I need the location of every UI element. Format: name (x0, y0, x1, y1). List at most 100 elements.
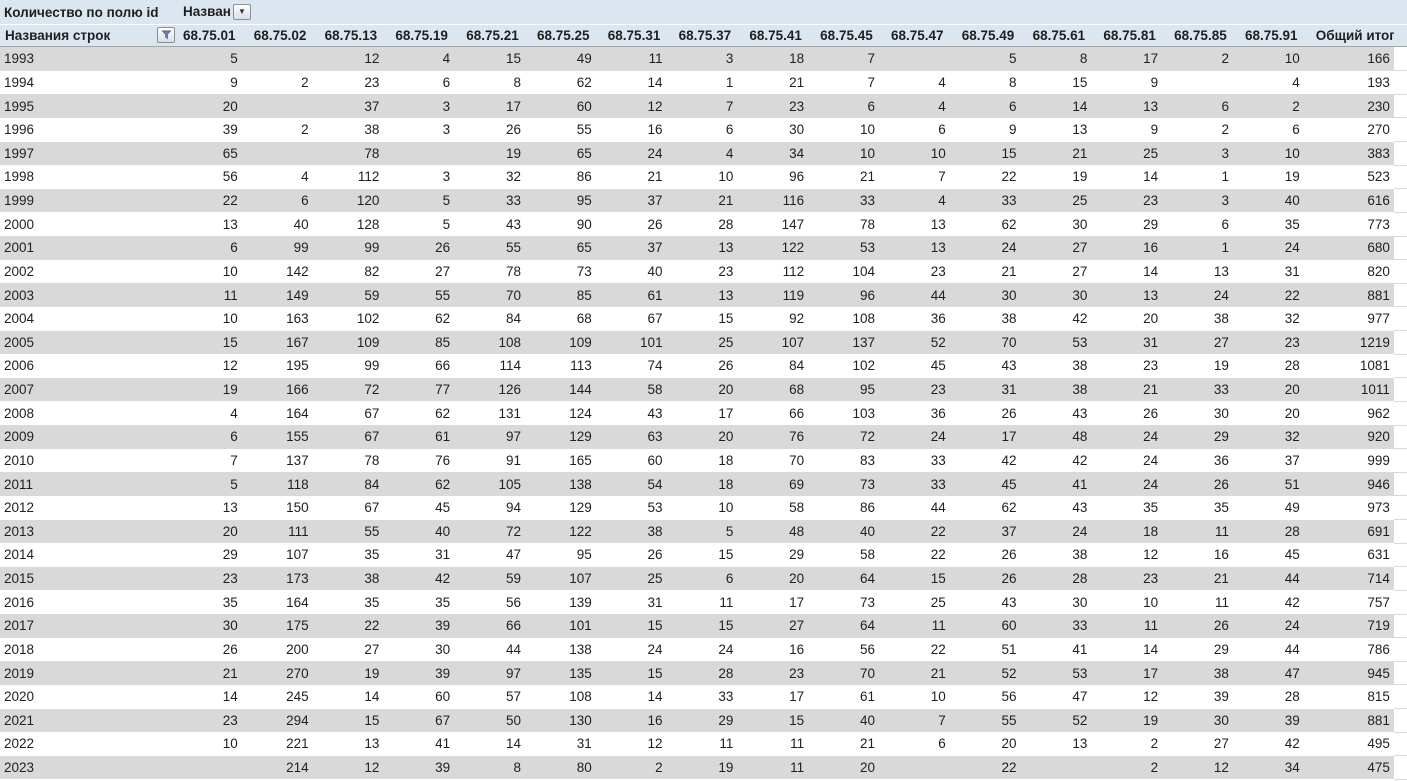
data-cell[interactable]: 57 (461, 684, 532, 709)
row-total-cell[interactable]: 1081 (1310, 354, 1394, 378)
data-cell[interactable]: 59 (461, 566, 532, 591)
data-cell[interactable]: 12 (744, 779, 816, 781)
data-cell[interactable]: 6 (673, 566, 745, 591)
column-header[interactable]: 68.75.47 (885, 24, 957, 47)
data-cell[interactable]: 67 (602, 306, 674, 331)
column-header[interactable]: 68.75.49 (956, 24, 1028, 47)
data-cell[interactable]: 17 (673, 401, 745, 425)
data-cell[interactable]: 107 (248, 543, 320, 567)
data-cell[interactable]: 11 (1169, 519, 1240, 544)
data-cell[interactable]: 23 (1098, 354, 1170, 378)
data-cell[interactable]: 3 (673, 46, 745, 71)
data-cell[interactable]: 130 (531, 708, 603, 733)
data-cell[interactable]: 6 (885, 732, 957, 756)
data-cell[interactable]: 66 (744, 401, 816, 425)
row-label[interactable]: 2021 (0, 708, 178, 733)
data-cell[interactable]: 31 (531, 732, 603, 756)
data-cell[interactable]: 44 (885, 495, 957, 520)
data-cell[interactable]: 7 (815, 70, 886, 95)
data-cell[interactable]: 10 (815, 117, 886, 142)
data-cell[interactable]: 35 (1169, 495, 1240, 520)
data-cell[interactable]: 72 (815, 425, 886, 449)
data-cell[interactable]: 43 (1027, 401, 1099, 425)
data-cell[interactable]: 6 (1239, 117, 1311, 142)
data-cell[interactable]: 44 (1239, 566, 1311, 591)
data-cell[interactable]: 10 (1098, 590, 1170, 614)
data-cell[interactable]: 118 (248, 472, 320, 496)
data-cell[interactable]: 26 (1169, 614, 1240, 638)
data-cell[interactable]: 3 (390, 94, 462, 118)
row-label[interactable]: 2002 (0, 259, 178, 284)
data-cell[interactable]: 26 (390, 236, 462, 260)
data-cell[interactable]: 164 (248, 401, 320, 425)
data-cell[interactable]: 23 (885, 259, 957, 284)
data-cell[interactable]: 147 (744, 212, 816, 236)
data-cell[interactable]: 31 (390, 543, 462, 567)
data-cell[interactable]: 166 (248, 377, 320, 402)
row-total-cell[interactable]: 495 (1310, 732, 1394, 756)
data-cell[interactable]: 80 (531, 755, 603, 780)
data-cell[interactable]: 20 (1239, 377, 1311, 402)
data-cell[interactable]: 13 (319, 732, 391, 756)
data-cell[interactable]: 2 (461, 779, 532, 781)
data-cell[interactable]: 2 (248, 70, 320, 95)
data-cell[interactable]: 58 (602, 377, 674, 402)
data-cell[interactable]: 17 (461, 94, 532, 118)
data-cell[interactable]: 21 (1027, 141, 1099, 166)
data-cell[interactable]: 59 (319, 283, 391, 307)
data-cell[interactable]: 50 (461, 708, 532, 733)
data-cell[interactable]: 16 (1169, 543, 1240, 567)
data-cell[interactable]: 6 (815, 94, 886, 118)
data-cell[interactable]: 43 (1027, 495, 1099, 520)
column-header[interactable]: 68.75.85 (1169, 24, 1240, 47)
data-cell[interactable]: 124 (531, 401, 603, 425)
data-cell[interactable]: 44 (1239, 637, 1311, 662)
data-cell[interactable]: 101 (531, 614, 603, 638)
data-cell[interactable]: 15 (1027, 70, 1099, 95)
data-cell[interactable]: 34 (1239, 755, 1311, 780)
data-cell[interactable]: 40 (815, 708, 886, 733)
data-cell[interactable]: 22 (1239, 283, 1311, 307)
data-cell[interactable]: 294 (248, 708, 320, 733)
data-cell[interactable]: 30 (178, 614, 249, 638)
column-header[interactable]: 68.75.45 (815, 24, 886, 47)
data-cell[interactable]: 11 (1169, 590, 1240, 614)
data-cell[interactable]: 10 (178, 259, 249, 284)
data-cell[interactable]: 10 (178, 732, 249, 756)
row-total-cell[interactable]: 820 (1310, 259, 1394, 284)
data-cell[interactable]: 29 (1098, 212, 1170, 236)
row-total-cell[interactable]: 714 (1310, 566, 1394, 591)
row-label[interactable]: 2010 (0, 448, 178, 473)
data-cell[interactable]: 10 (885, 141, 957, 166)
row-label[interactable]: 2016 (0, 590, 178, 614)
row-total-cell[interactable]: 680 (1310, 236, 1394, 260)
data-cell[interactable]: 37 (956, 519, 1028, 544)
data-cell[interactable]: 7 (178, 448, 249, 473)
data-cell[interactable]: 20 (815, 755, 886, 780)
column-header[interactable]: 68.75.02 (248, 24, 320, 47)
data-cell[interactable]: 99 (248, 236, 320, 260)
data-cell[interactable]: 13 (673, 283, 745, 307)
data-cell[interactable]: 21 (956, 259, 1028, 284)
data-cell[interactable]: 120 (319, 188, 391, 213)
data-cell[interactable]: 31 (1098, 330, 1170, 355)
data-cell[interactable]: 43 (602, 401, 674, 425)
data-cell[interactable]: 51 (956, 637, 1028, 662)
data-cell[interactable]: 85 (390, 330, 462, 355)
data-cell[interactable]: 138 (531, 637, 603, 662)
data-cell[interactable]: 55 (531, 117, 603, 142)
row-label[interactable]: 2009 (0, 425, 178, 449)
data-cell[interactable]: 122 (744, 236, 816, 260)
row-labels-filter-button[interactable] (157, 27, 175, 43)
data-cell[interactable]: 8 (956, 70, 1028, 95)
data-cell[interactable]: 95 (531, 543, 603, 567)
data-cell[interactable]: 109 (531, 330, 603, 355)
data-cell[interactable]: 15 (673, 614, 745, 638)
data-cell[interactable]: 97 (461, 661, 532, 685)
row-label[interactable]: 2014 (0, 543, 178, 567)
data-cell[interactable]: 30 (956, 283, 1028, 307)
data-cell[interactable]: 3 (1169, 141, 1240, 166)
data-cell[interactable]: 60 (956, 614, 1028, 638)
data-cell[interactable]: 21 (178, 661, 249, 685)
data-cell[interactable]: 21 (815, 165, 886, 189)
